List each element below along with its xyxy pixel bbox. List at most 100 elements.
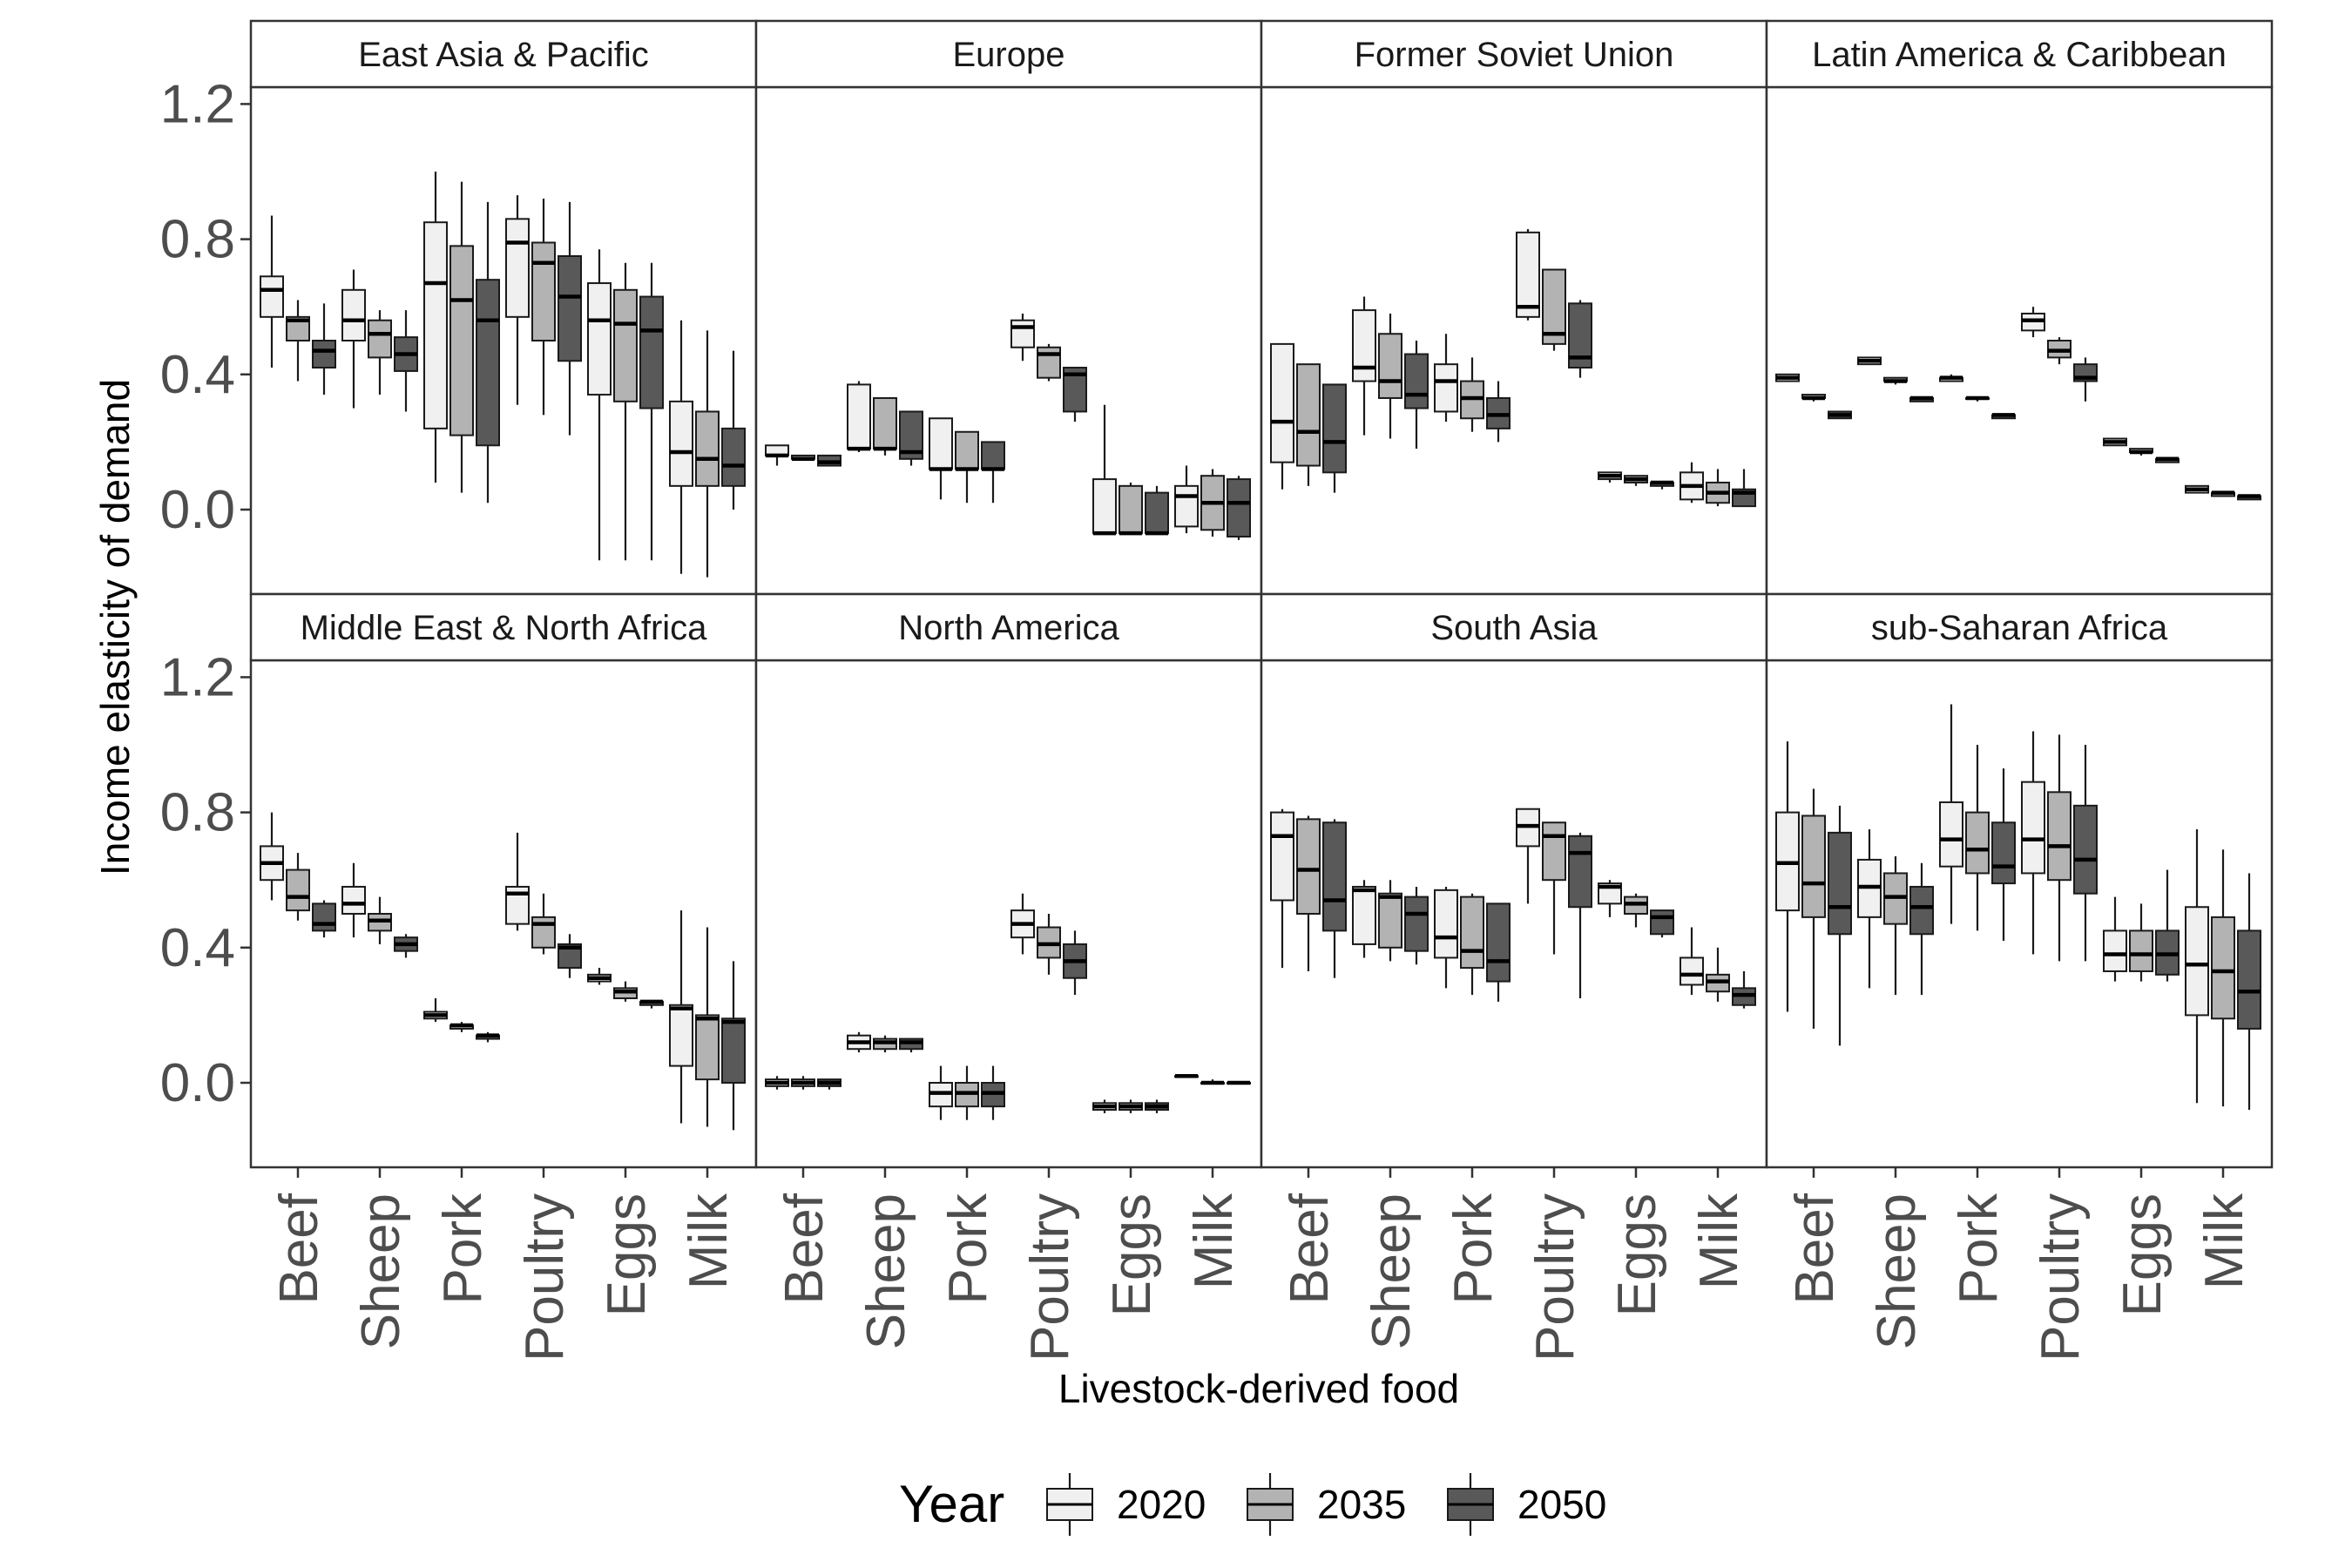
box-2020 xyxy=(1516,228,1540,321)
box-2035 xyxy=(2047,337,2072,365)
box-2035 xyxy=(2211,490,2235,497)
box-iqr xyxy=(587,282,612,396)
box-iqr xyxy=(1378,892,1402,949)
box-iqr xyxy=(531,916,556,949)
box-2050 xyxy=(721,961,746,1131)
box-2035 xyxy=(791,1076,815,1090)
box-2035 xyxy=(531,199,556,416)
box-iqr xyxy=(1486,902,1511,983)
box-iqr xyxy=(1296,818,1321,915)
facet-panel: Middle East & North Africa xyxy=(249,592,758,1169)
box-2050 xyxy=(817,1078,841,1090)
facet-strip xyxy=(754,19,1263,89)
box-iqr xyxy=(873,396,897,450)
box-2050 xyxy=(2073,357,2098,402)
box-2035 xyxy=(1706,947,1730,1002)
box-2050 xyxy=(1568,300,1592,378)
y-axis-title: Income elasticity of demand xyxy=(92,379,138,875)
y-tick-label: 0.8 xyxy=(160,783,235,843)
box-2020 xyxy=(1352,880,1376,958)
box-2020 xyxy=(1010,893,1035,955)
box-2035 xyxy=(873,396,897,456)
box-2020 xyxy=(1598,471,1622,483)
box-2020 xyxy=(1434,886,1458,989)
box-iqr xyxy=(368,319,392,359)
panel-background xyxy=(1260,85,1768,596)
box-2035 xyxy=(1965,395,1990,402)
box-iqr xyxy=(1828,831,1852,936)
box-2020 xyxy=(1434,334,1458,422)
x-tick-label: Pork xyxy=(1443,1193,1504,1304)
box-2035 xyxy=(1542,821,1566,955)
box-iqr xyxy=(1568,835,1592,909)
box-2035 xyxy=(1037,343,1061,382)
box-iqr xyxy=(669,400,693,487)
box-2020 xyxy=(2103,896,2127,982)
box-2020 xyxy=(765,1076,789,1090)
box-2050 xyxy=(312,900,336,938)
y-tick-label: 0.4 xyxy=(160,345,235,405)
x-axis-title: Livestock-derived food xyxy=(1058,1366,1459,1411)
box-2050 xyxy=(981,441,1005,504)
box-2035 xyxy=(2211,849,2235,1107)
box-iqr xyxy=(1801,814,1826,918)
box-2050 xyxy=(899,410,923,466)
box-2035 xyxy=(2129,448,2153,456)
facet-strip-label: Middle East & North Africa xyxy=(301,609,708,647)
box-2050 xyxy=(558,934,582,978)
box-iqr xyxy=(1270,811,1294,902)
box-iqr xyxy=(1378,333,1402,399)
box-2050 xyxy=(1828,805,1852,1046)
box-2035 xyxy=(955,1065,979,1120)
legend-label: 2035 xyxy=(1317,1482,1406,1527)
facet-panel: North America xyxy=(754,592,1263,1169)
box-2035 xyxy=(1801,394,1826,402)
box-iqr xyxy=(669,1004,693,1067)
box-2020 xyxy=(2185,829,2209,1104)
box-iqr xyxy=(1939,801,1963,868)
box-2020 xyxy=(260,812,284,901)
box-iqr xyxy=(1145,491,1169,535)
box-iqr xyxy=(1516,231,1540,318)
box-iqr xyxy=(2073,804,2098,895)
box-iqr xyxy=(981,441,1005,470)
box-2050 xyxy=(1404,341,1429,449)
facet-strip-label: South Asia xyxy=(1430,609,1598,647)
box-2050 xyxy=(2237,873,2261,1111)
box-iqr xyxy=(695,410,720,487)
box-2035 xyxy=(368,896,392,944)
box-2035 xyxy=(1460,893,1484,996)
box-2050 xyxy=(1568,832,1592,998)
box-2020 xyxy=(2021,307,2045,338)
box-2035 xyxy=(1378,313,1402,439)
box-iqr xyxy=(929,417,953,470)
x-tick-label: Beef xyxy=(1785,1193,1845,1304)
box-2020 xyxy=(587,968,612,985)
box-2035 xyxy=(1200,1079,1225,1085)
box-2020 xyxy=(847,1031,871,1053)
x-tick-label: Milk xyxy=(1184,1193,1244,1289)
box-2050 xyxy=(1486,902,1511,1002)
box-2020 xyxy=(1092,404,1117,536)
box-2050 xyxy=(1732,469,1756,508)
y-axis: 0.0 0.4 0.8 1.2 0.0 0.4 0.8 1.2 xyxy=(160,74,251,1113)
facet-panel: Europe xyxy=(754,19,1263,596)
x-tick-label: Milk xyxy=(1689,1193,1749,1289)
box-2050 xyxy=(1145,485,1169,536)
facet-strip xyxy=(249,19,758,89)
box-2035 xyxy=(955,430,979,504)
box-iqr xyxy=(505,218,530,318)
box-2035 xyxy=(1200,469,1225,537)
box-iqr xyxy=(1434,889,1458,959)
facet-panel: Former Soviet Union xyxy=(1260,19,1768,596)
box-2050 xyxy=(394,934,418,958)
x-tick-label: Pork xyxy=(1949,1193,2009,1304)
x-tick-label: Eggs xyxy=(597,1193,657,1316)
box-iqr xyxy=(2211,916,2235,1020)
box-2020 xyxy=(505,195,530,405)
box-2020 xyxy=(1352,296,1376,436)
box-iqr xyxy=(1119,484,1143,535)
box-2035 xyxy=(2129,903,2153,982)
box-2020 xyxy=(341,269,366,409)
box-2035 xyxy=(791,454,815,462)
